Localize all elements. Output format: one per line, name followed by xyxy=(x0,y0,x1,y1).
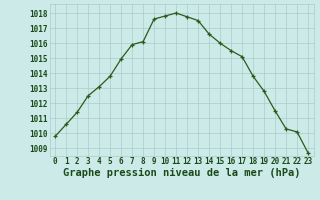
X-axis label: Graphe pression niveau de la mer (hPa): Graphe pression niveau de la mer (hPa) xyxy=(63,168,300,178)
